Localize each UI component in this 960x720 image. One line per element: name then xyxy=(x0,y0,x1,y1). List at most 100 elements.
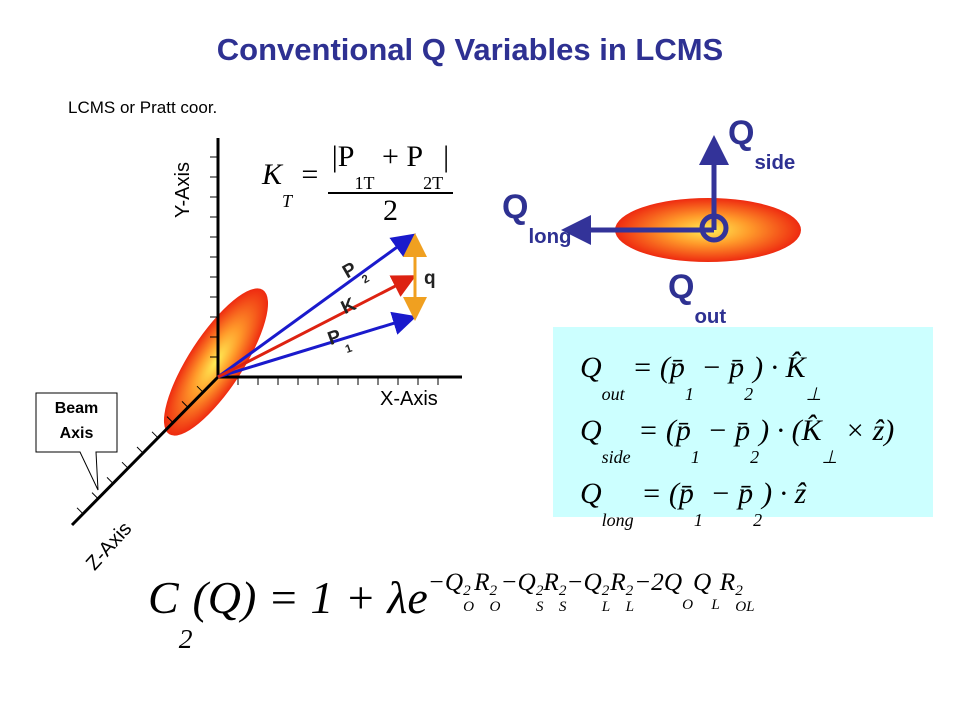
superscript: 2 xyxy=(625,582,634,600)
math-text: p̄ xyxy=(738,477,754,511)
script: side xyxy=(602,448,631,466)
script: long xyxy=(602,511,634,529)
math-text: R xyxy=(719,568,736,596)
math-text: p̄ xyxy=(675,414,691,448)
exponent: −Q 2 O R 2 O −Q 2 S R 2 S −Q 2 L R 2 L −2Q O Q L R 2 OL xyxy=(427,568,755,614)
subscript: out xyxy=(694,306,727,329)
math-text: K̂ xyxy=(801,414,822,448)
source-ellipse xyxy=(163,288,269,436)
script: 2 OL xyxy=(735,583,755,615)
q-out-circle xyxy=(699,213,729,243)
math-text: p̄ xyxy=(669,351,685,384)
math-text: Q xyxy=(728,114,755,152)
math-text: Q xyxy=(502,188,529,226)
script: O xyxy=(682,597,693,612)
subscript: S xyxy=(558,597,567,615)
superscript: 2 xyxy=(489,582,498,600)
formula-box xyxy=(553,327,933,517)
subscript: 1 xyxy=(684,384,694,405)
math-text: Q xyxy=(580,414,602,448)
math-text: K̂ xyxy=(785,351,806,384)
subscript: L xyxy=(711,595,720,613)
math-text: ) · ẑ xyxy=(762,477,807,511)
math-text: |P xyxy=(331,140,355,173)
callout-box xyxy=(35,392,118,491)
x-axis-label: X-Axis xyxy=(380,388,438,410)
p2-vector xyxy=(217,233,416,379)
p1-vector xyxy=(217,311,417,379)
subscript: 2 xyxy=(753,510,763,531)
subscript: O xyxy=(682,595,694,613)
math-text: ) · xyxy=(753,351,786,384)
math-text: Q xyxy=(693,568,712,596)
script: 2 xyxy=(753,511,762,529)
subscript: O xyxy=(463,597,475,615)
y-axis-label: Y-Axis xyxy=(172,162,194,218)
script: out xyxy=(602,385,625,403)
superscript: 2 xyxy=(535,582,544,600)
script: side xyxy=(754,152,796,175)
math-text: − xyxy=(702,477,739,511)
script: 2T xyxy=(423,174,443,192)
math-text: Q xyxy=(668,268,695,306)
math-text: −Q xyxy=(566,568,602,596)
script: long xyxy=(528,227,571,248)
subscript: ⊥ xyxy=(805,384,822,405)
math-text: p̄ xyxy=(678,477,694,511)
math-text: R xyxy=(474,568,490,596)
subscript: S xyxy=(535,597,544,615)
math-text: −Q xyxy=(427,568,464,596)
math-text: = ( xyxy=(624,351,670,384)
superscript: 2 xyxy=(558,582,567,600)
math-text: Q xyxy=(580,477,602,511)
math-text: + P xyxy=(374,140,424,173)
correlation-formula: C 2 (Q) = 1 + λe−Q 2 O R 2 O −Q 2 S R 2 S −Q 2 L R 2 L −2Q O Q… xyxy=(148,568,755,653)
math-text: p̄ xyxy=(729,351,745,384)
subscript: 2 xyxy=(750,447,760,468)
subscript: side xyxy=(601,447,631,468)
math-text: = ( xyxy=(630,414,676,448)
math-text: − xyxy=(693,351,730,384)
subscript: OL xyxy=(735,597,755,615)
math-text: K xyxy=(262,158,283,191)
callout-line: Axis xyxy=(59,425,94,442)
subscript: 1 xyxy=(690,447,700,468)
math-text: −2Q xyxy=(634,568,683,596)
math-text: (Q) = 1 + λe xyxy=(192,571,428,623)
math-text: Q xyxy=(580,351,602,384)
subscript: 2 xyxy=(744,384,754,405)
math-text: p̄ xyxy=(735,414,751,448)
script: L xyxy=(711,597,719,612)
script: 1 xyxy=(685,385,694,403)
denominator: 2 xyxy=(382,194,398,228)
script: 1 xyxy=(694,511,703,529)
numerator: |P 1T + P 2T | xyxy=(327,140,454,195)
k-vector xyxy=(217,275,417,379)
fraction: |P 1T + P 2T | 2 xyxy=(327,140,454,228)
subscript: L xyxy=(625,597,635,615)
z-axis xyxy=(70,375,220,527)
script: 1T xyxy=(354,174,374,192)
script: T xyxy=(282,192,292,210)
subscript: 2 xyxy=(178,623,193,655)
subscript: side xyxy=(754,152,796,175)
superscript: 2 xyxy=(601,582,610,600)
subscript: 2T xyxy=(423,173,444,194)
subscript: 1 xyxy=(693,510,703,531)
script: out xyxy=(694,306,727,329)
script: ⊥ xyxy=(822,448,838,466)
q-label: q xyxy=(424,268,436,289)
